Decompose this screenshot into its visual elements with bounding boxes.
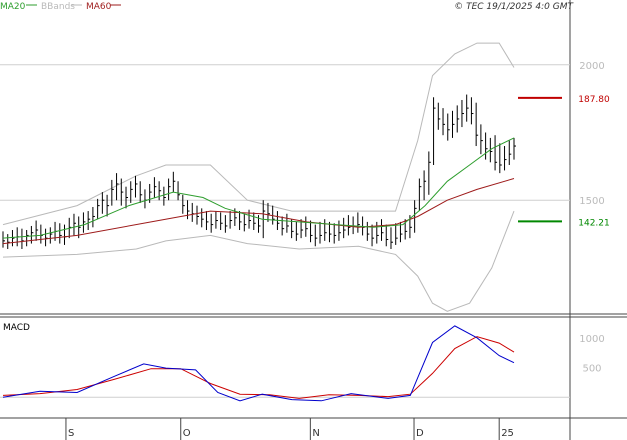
- x-tick-label: O: [183, 428, 191, 439]
- macd-y-tick-label: 1000: [579, 334, 604, 345]
- moving-averages: [2, 137, 515, 245]
- legend: MA20 BBands MA60: [0, 2, 121, 12]
- price-y-tick-label: 2000: [579, 61, 604, 72]
- macd-signal-line: [2, 336, 515, 399]
- ma60-line: [2, 178, 515, 245]
- price-y-tick-label: 1500: [579, 196, 604, 207]
- legend-ma20-label: MA20: [0, 2, 26, 12]
- legend-ma60-label: MA60: [86, 2, 112, 12]
- x-tick-label: 25: [501, 428, 514, 439]
- price-tags: 187.80 142.21: [518, 95, 610, 228]
- bb-upper-line: [2, 42, 515, 226]
- price-tag-label: 187.80: [578, 95, 610, 105]
- macd-y-tick-label: 500: [582, 364, 601, 375]
- bollinger-bands: [2, 42, 515, 312]
- x-tick-label: D: [416, 428, 424, 439]
- axis-ticks: 2000 1500 1000 500 S O N D 25: [65, 61, 605, 440]
- macd-line: [2, 325, 515, 402]
- bb-lower-line: [2, 210, 515, 312]
- macd-lines: [2, 325, 515, 402]
- price-tag-label: 142.21: [578, 218, 610, 228]
- legend-bbands-label: BBands: [41, 2, 75, 12]
- copyright-text: © TEC 19/1/2025 4:0 GMT: [454, 2, 574, 12]
- ma20-line: [2, 137, 515, 239]
- x-tick-label: N: [312, 428, 319, 439]
- grid: [0, 64, 570, 398]
- macd-title: MACD: [3, 323, 30, 333]
- price-bars: [2, 94, 516, 249]
- x-tick-label: S: [68, 428, 74, 439]
